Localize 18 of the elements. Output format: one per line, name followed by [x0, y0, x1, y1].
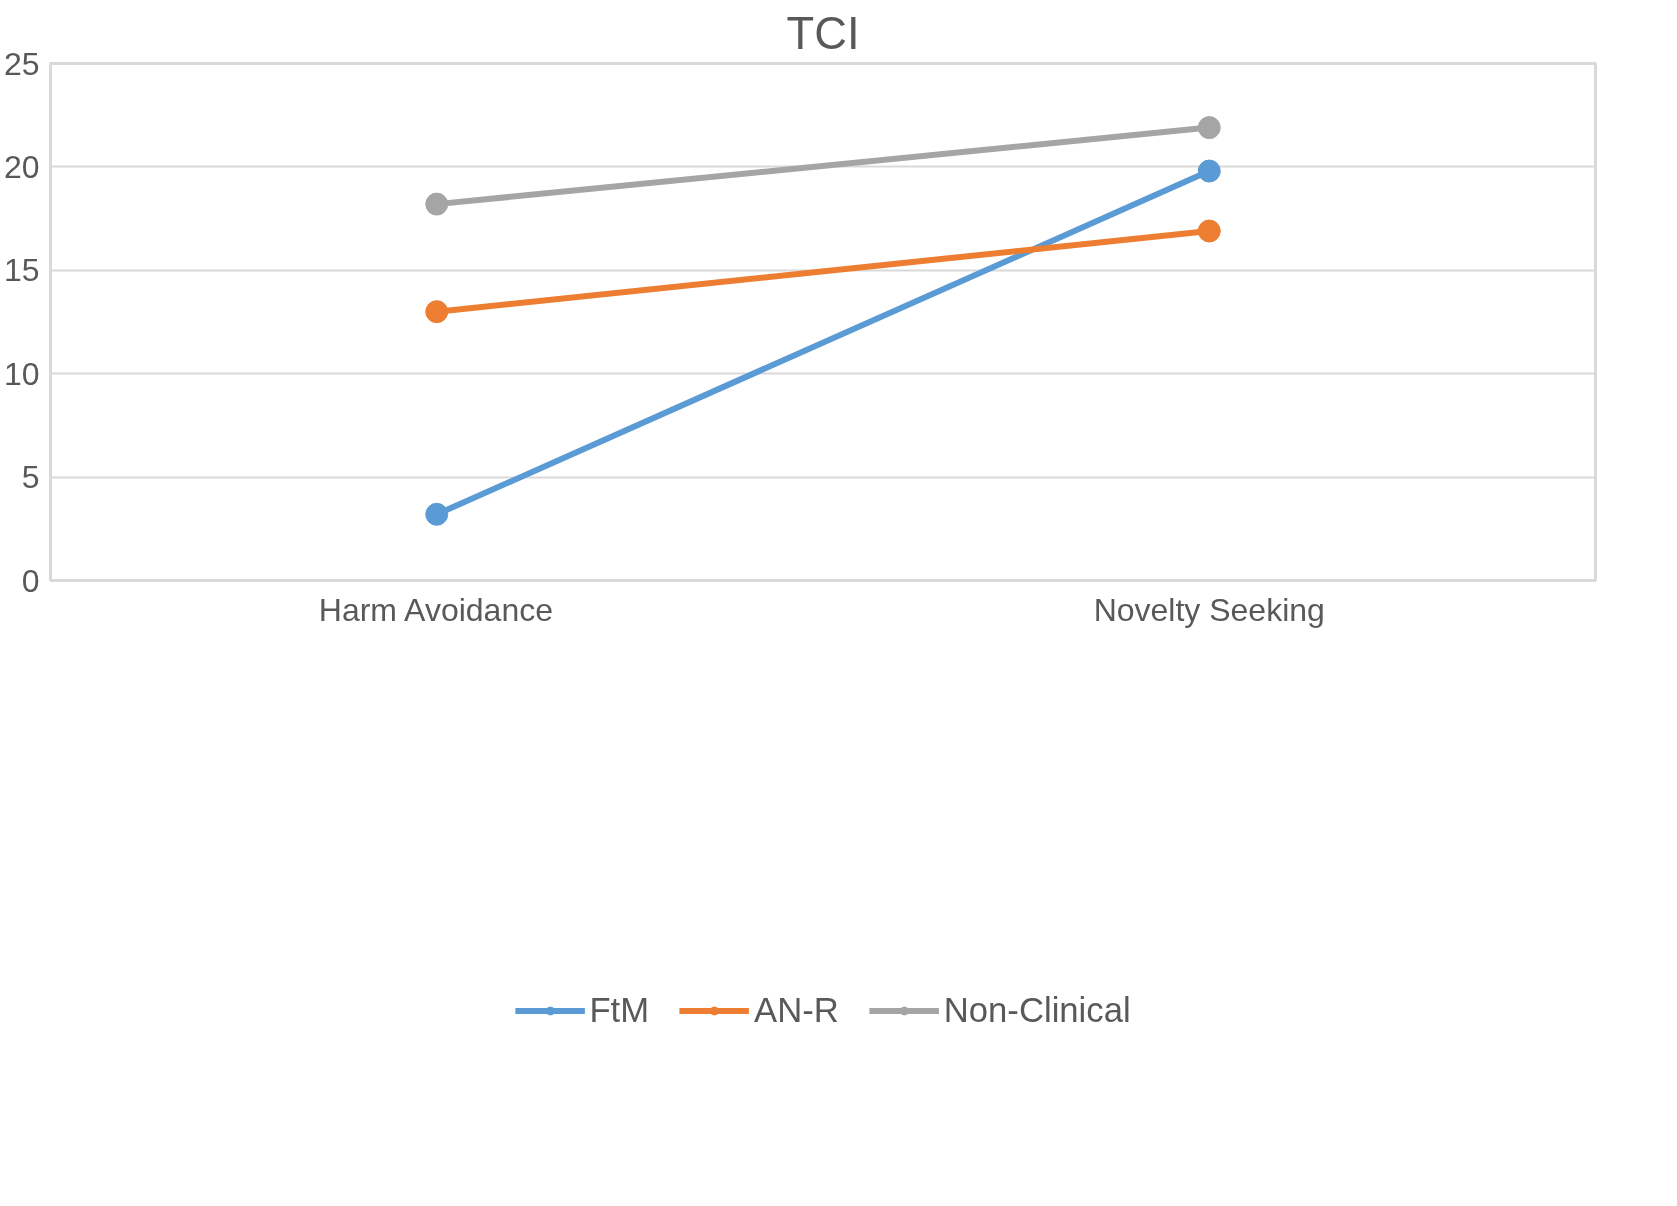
legend-label: AN-R	[754, 990, 839, 1030]
y-tick-label: 5	[21, 459, 40, 496]
point	[425, 192, 449, 216]
y-tick-label: 0	[21, 562, 40, 599]
y-tick-label: 25	[3, 45, 40, 82]
legend-label: FtM	[589, 990, 650, 1030]
point	[425, 300, 449, 324]
chart-title: TCI	[786, 7, 860, 59]
y-tick-label: 20	[3, 148, 40, 185]
point	[425, 502, 449, 526]
y-tick-label: 15	[3, 252, 40, 289]
point	[1197, 116, 1221, 140]
x-tick-label: Harm Avoidance	[318, 591, 553, 628]
point	[1197, 219, 1221, 243]
point	[1197, 159, 1221, 183]
legend-label: Non-Clinical	[943, 990, 1131, 1030]
x-tick-label: Novelty Seeking	[1093, 591, 1325, 628]
y-tick-label: 10	[3, 355, 40, 392]
